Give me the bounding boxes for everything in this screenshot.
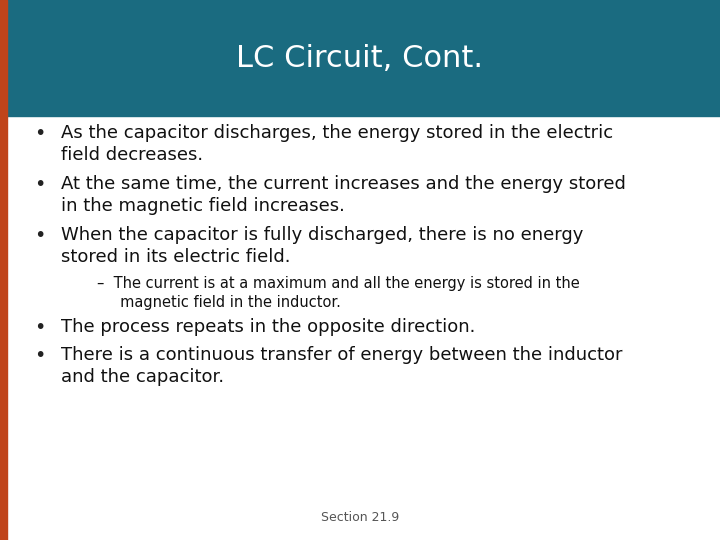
Text: •: • bbox=[34, 124, 45, 143]
Text: –  The current is at a maximum and all the energy is stored in the
     magnetic: – The current is at a maximum and all th… bbox=[97, 276, 580, 310]
Text: At the same time, the current increases and the energy stored
in the magnetic fi: At the same time, the current increases … bbox=[61, 175, 626, 215]
Text: The process repeats in the opposite direction.: The process repeats in the opposite dire… bbox=[61, 319, 476, 336]
Text: •: • bbox=[34, 346, 45, 365]
Bar bbox=[0, 0, 720, 116]
Text: •: • bbox=[34, 226, 45, 245]
Text: Section 21.9: Section 21.9 bbox=[321, 511, 399, 524]
Text: There is a continuous transfer of energy between the inductor
and the capacitor.: There is a continuous transfer of energy… bbox=[61, 346, 623, 386]
Text: When the capacitor is fully discharged, there is no energy
stored in its electri: When the capacitor is fully discharged, … bbox=[61, 226, 584, 266]
Bar bbox=[0, 0, 7, 540]
Text: As the capacitor discharges, the energy stored in the electric
field decreases.: As the capacitor discharges, the energy … bbox=[61, 124, 613, 164]
Text: LC Circuit, Cont.: LC Circuit, Cont. bbox=[236, 44, 484, 72]
Text: •: • bbox=[34, 175, 45, 194]
Text: •: • bbox=[34, 319, 45, 338]
